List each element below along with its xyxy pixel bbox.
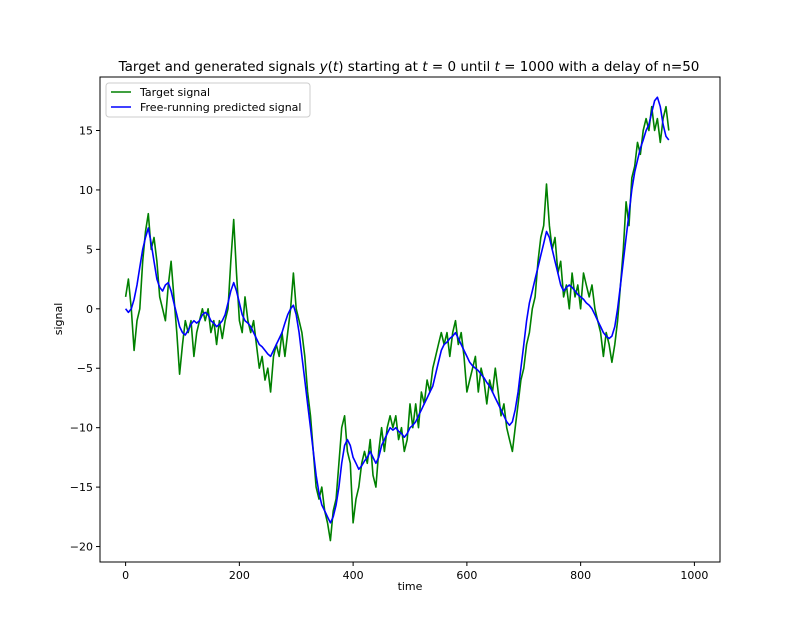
y-axis: −20 −15 −10 −5 0 5 10 15 bbox=[70, 124, 100, 554]
y-tick-label: 15 bbox=[79, 124, 93, 137]
legend-label-predicted: Free-running predicted signal bbox=[140, 101, 301, 114]
y-tick-label: −15 bbox=[70, 481, 93, 494]
y-tick-label: −5 bbox=[77, 362, 93, 375]
legend-label-target: Target signal bbox=[139, 86, 210, 99]
y-tick-label: 5 bbox=[86, 243, 93, 256]
x-axis: 0 200 400 600 800 1000 bbox=[122, 562, 708, 582]
chart-title: Target and generated signals y(t) starti… bbox=[118, 59, 700, 75]
series-layer bbox=[124, 96, 670, 542]
plot-frame bbox=[99, 76, 721, 563]
y-tick-label: −10 bbox=[70, 422, 93, 435]
x-tick-label: 1000 bbox=[680, 569, 708, 582]
x-tick-label: 600 bbox=[456, 569, 477, 582]
y-axis-label: signal bbox=[52, 303, 65, 336]
x-axis-label: time bbox=[398, 580, 423, 593]
plot-area bbox=[99, 76, 721, 563]
y-tick-label: 10 bbox=[79, 184, 93, 197]
x-tick-label: 800 bbox=[570, 569, 591, 582]
legend: Target signal Free-running predicted sig… bbox=[105, 82, 311, 118]
x-tick-label: 200 bbox=[229, 569, 250, 582]
y-tick-label: −20 bbox=[70, 541, 93, 554]
x-tick-label: 0 bbox=[122, 569, 129, 582]
series-line-0 bbox=[124, 105, 670, 542]
series-line-1 bbox=[124, 96, 670, 524]
x-tick-label: 400 bbox=[343, 569, 364, 582]
legend-box bbox=[105, 82, 311, 118]
y-tick-label: 0 bbox=[86, 303, 93, 316]
